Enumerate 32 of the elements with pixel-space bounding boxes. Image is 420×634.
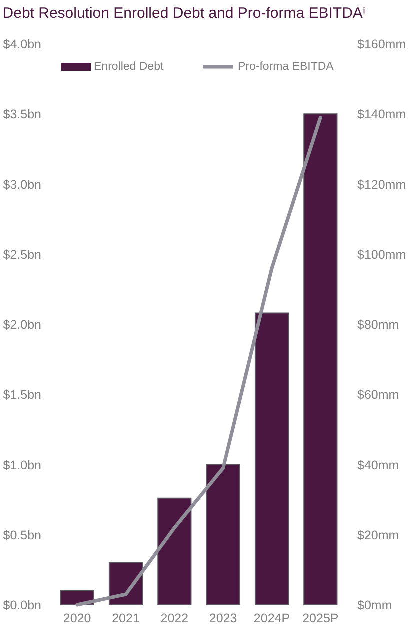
y-tick-label: $3.0bn (3, 178, 42, 192)
x-tick-label: 2020 (63, 612, 92, 626)
legend-label: Pro-forma EBITDA (238, 61, 334, 73)
bar (206, 464, 240, 606)
y-tick-label: $3.5bn (3, 108, 42, 122)
x-tick-label: 2023 (209, 612, 238, 626)
legend-label: Enrolled Debt (94, 61, 164, 73)
x-tick-label: 2025P (302, 612, 339, 626)
x-tick-label: 2024P (254, 612, 290, 626)
y-tick-label: $0.5bn (3, 528, 42, 542)
y2-tick-label: $0mm (358, 598, 392, 612)
y2-tick-label: $140mm (358, 108, 406, 122)
bar (304, 114, 338, 606)
y2-tick-label: $100mm (358, 248, 406, 262)
y2-tick-label: $40mm (358, 458, 400, 472)
y2-tick-label: $120mm (358, 178, 406, 192)
x-tick-label: 2021 (112, 612, 140, 626)
bar (158, 498, 192, 606)
x-tick-label: 2022 (160, 612, 189, 626)
bar (254, 312, 290, 606)
y-tick-label: $2.0bn (3, 318, 42, 332)
y2-tick-label: $60mm (358, 388, 400, 402)
y2-tick-label: $160mm (358, 38, 406, 52)
y-tick-label: $4.0bn (3, 38, 42, 52)
y-tick-label: $2.5bn (3, 248, 42, 262)
y-tick-label: $0.0bn (3, 598, 42, 612)
y2-tick-label: $80mm (358, 318, 400, 332)
chart-title: Debt Resolution Enrolled Debt and Pro-forma EBITDAⁱ (2, 5, 366, 22)
y-tick-label: $1.5bn (3, 388, 42, 402)
y2-tick-label: $20mm (358, 528, 400, 542)
y-tick-label: $1.0bn (3, 458, 42, 472)
line-series (76, 116, 322, 607)
